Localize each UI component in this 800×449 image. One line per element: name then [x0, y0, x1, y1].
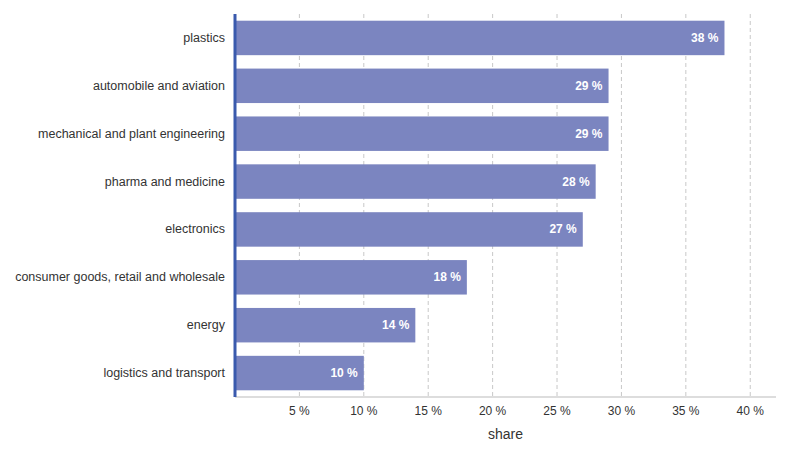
- data-label: 18 %: [433, 270, 461, 284]
- x-axis-line: [235, 397, 776, 398]
- data-label: 29 %: [575, 79, 603, 93]
- bar: [235, 116, 609, 150]
- data-label: 27 %: [549, 222, 577, 236]
- category-label: electronics: [165, 222, 225, 236]
- chart-container: 5 % 10 % 15 % 20 % 25 % 30 % 35 % 40 % 10 % 14 % 1…: [0, 0, 800, 449]
- x-tick-label: 5 %: [289, 404, 310, 418]
- data-label: 10 %: [330, 366, 358, 380]
- x-tick-label: 15 %: [415, 404, 443, 418]
- grid-line: [621, 14, 622, 397]
- bar: [235, 21, 724, 55]
- x-tick-label: 40 %: [737, 404, 765, 418]
- bars: [235, 21, 724, 391]
- x-tick-label: 10 %: [350, 404, 378, 418]
- x-tick-label: 35 %: [672, 404, 700, 418]
- chart-svg: 5 % 10 % 15 % 20 % 25 % 30 % 35 % 40 % 10 % 14 % 1…: [0, 0, 800, 449]
- x-tick-label: 20 %: [479, 404, 507, 418]
- bar: [235, 356, 364, 390]
- bar: [235, 260, 467, 294]
- grid-line: [750, 14, 751, 397]
- category-label: pharma and medicine: [105, 175, 225, 189]
- x-axis-title: share: [488, 426, 523, 442]
- bar: [235, 69, 609, 103]
- bar: [235, 212, 583, 246]
- category-label: plastics: [183, 31, 225, 45]
- bar: [235, 164, 596, 198]
- data-label: 28 %: [562, 175, 590, 189]
- category-label: logistics and transport: [103, 366, 225, 380]
- data-label: 14 %: [382, 318, 410, 332]
- category-label: consumer goods, retail and wholesale: [15, 270, 225, 284]
- category-label: automobile and aviation: [93, 79, 225, 93]
- x-tick-label: 25 %: [543, 404, 571, 418]
- data-label: 29 %: [575, 127, 603, 141]
- grid-line: [685, 14, 686, 397]
- data-label: 38 %: [691, 31, 719, 45]
- bar: [235, 308, 415, 342]
- category-label: energy: [187, 318, 226, 332]
- y-axis-line: [234, 14, 237, 397]
- x-tick-label: 30 %: [608, 404, 636, 418]
- category-label: mechanical and plant engineering: [38, 127, 225, 141]
